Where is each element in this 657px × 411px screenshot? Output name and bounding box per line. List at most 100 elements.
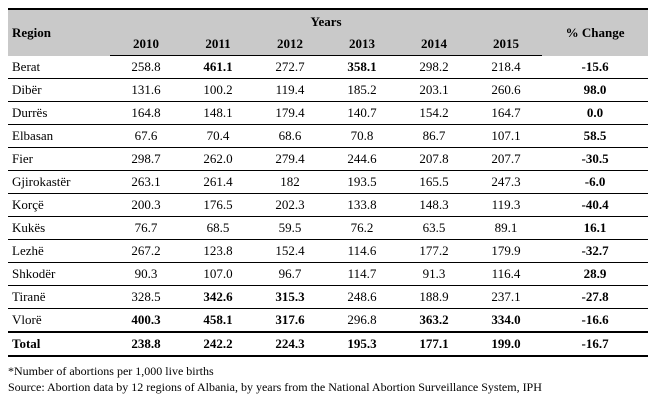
- value-cell: 461.1: [182, 55, 254, 79]
- value-cell: 207.8: [398, 147, 470, 171]
- value-cell: 363.2: [398, 308, 470, 333]
- value-cell: 107.0: [182, 262, 254, 286]
- value-cell: 70.8: [326, 124, 398, 148]
- value-cell: 328.5: [110, 285, 182, 309]
- value-cell: 140.7: [326, 101, 398, 125]
- table-row: Korçë 200.3 176.5 202.3 133.8 148.3 119.3 -40.4: [8, 193, 649, 217]
- value-cell: 114.6: [326, 239, 398, 263]
- change-cell: 0.0: [542, 101, 649, 125]
- value-cell: 261.4: [182, 170, 254, 194]
- value-cell: 89.1: [470, 216, 543, 240]
- value-cell: 148.3: [398, 193, 470, 217]
- value-cell: 247.3: [470, 170, 543, 194]
- table-container: Region Years % Change 2010 2011 2012 2013 20…: [8, 8, 649, 395]
- value-cell: 188.9: [398, 285, 470, 309]
- table-body: Berat 258.8 461.1 272.7 358.1 298.2 218.4 -15.6…: [8, 55, 649, 357]
- value-cell: 185.2: [326, 78, 398, 102]
- value-cell: 164.8: [110, 101, 182, 125]
- table-row: Durrës 164.8 148.1 179.4 140.7 154.2 164.7 0.0: [8, 101, 649, 125]
- year-header: 2015: [470, 33, 543, 56]
- region-cell: Tiranë: [8, 285, 110, 309]
- change-cell: -40.4: [542, 193, 649, 217]
- value-cell: 131.6: [110, 78, 182, 102]
- value-cell: 258.8: [110, 55, 182, 79]
- value-cell: 133.8: [326, 193, 398, 217]
- change-cell: -6.0: [542, 170, 649, 194]
- value-cell: 202.3: [254, 193, 326, 217]
- value-cell: 218.4: [470, 55, 543, 79]
- value-cell: 107.1: [470, 124, 543, 148]
- value-cell: 164.7: [470, 101, 543, 125]
- value-cell: 458.1: [182, 308, 254, 333]
- change-cell: -15.6: [542, 55, 649, 79]
- region-cell: Berat: [8, 55, 110, 79]
- table-row: Shkodër 90.3 107.0 96.7 114.7 91.3 116.4 28.9: [8, 262, 649, 286]
- value-cell: 119.3: [470, 193, 543, 217]
- header-row-top: Region Years % Change: [8, 8, 649, 56]
- table-row: Dibër 131.6 100.2 119.4 185.2 203.1 260.6 98.0: [8, 78, 649, 102]
- region-cell: Kukës: [8, 216, 110, 240]
- value-cell: 90.3: [110, 262, 182, 286]
- value-cell: 96.7: [254, 262, 326, 286]
- region-header: Region: [8, 8, 110, 56]
- value-cell: 193.5: [326, 170, 398, 194]
- table-row: Kukës 76.7 68.5 59.5 76.2 63.5 89.1 16.1: [8, 216, 649, 240]
- value-cell: 244.6: [326, 147, 398, 171]
- value-cell: 272.7: [254, 55, 326, 79]
- region-cell: Korçë: [8, 193, 110, 217]
- total-value-cell: 177.1: [398, 331, 470, 357]
- value-cell: 123.8: [182, 239, 254, 263]
- change-header: % Change: [542, 8, 649, 56]
- value-cell: 86.7: [398, 124, 470, 148]
- table-row: Elbasan 67.6 70.4 68.6 70.8 86.7 107.1 58.5: [8, 124, 649, 148]
- value-cell: 279.4: [254, 147, 326, 171]
- value-cell: 334.0: [470, 308, 543, 333]
- region-cell: Lezhë: [8, 239, 110, 263]
- value-cell: 148.1: [182, 101, 254, 125]
- value-cell: 400.3: [110, 308, 182, 333]
- total-value-cell: 199.0: [470, 331, 543, 357]
- change-cell: 28.9: [542, 262, 649, 286]
- region-cell: Dibër: [8, 78, 110, 102]
- value-cell: 342.6: [182, 285, 254, 309]
- total-label: Total: [8, 331, 110, 357]
- table-row: Berat 258.8 461.1 272.7 358.1 298.2 218.4 -15.6: [8, 55, 649, 79]
- change-cell: 58.5: [542, 124, 649, 148]
- change-cell: 98.0: [542, 78, 649, 102]
- table-row: Fier 298.7 262.0 279.4 244.6 207.8 207.7 -30.5: [8, 147, 649, 171]
- value-cell: 315.3: [254, 285, 326, 309]
- abortion-rate-table: Region Years % Change 2010 2011 2012 2013 20…: [8, 8, 649, 357]
- value-cell: 63.5: [398, 216, 470, 240]
- value-cell: 267.2: [110, 239, 182, 263]
- value-cell: 177.2: [398, 239, 470, 263]
- region-cell: Gjirokastër: [8, 170, 110, 194]
- year-header: 2010: [110, 33, 182, 56]
- value-cell: 91.3: [398, 262, 470, 286]
- total-value-cell: 195.3: [326, 331, 398, 357]
- change-cell: -16.6: [542, 308, 649, 333]
- region-cell: Shkodër: [8, 262, 110, 286]
- value-cell: 70.4: [182, 124, 254, 148]
- header-row-years: 2010 2011 2012 2013 2014 2015: [8, 33, 648, 56]
- value-cell: 100.2: [182, 78, 254, 102]
- total-row: Total 238.8 242.2 224.3 195.3 177.1 199.0 -16.7: [8, 331, 649, 357]
- total-value-cell: 238.8: [110, 331, 182, 357]
- region-cell: Durrës: [8, 101, 110, 125]
- value-cell: 179.4: [254, 101, 326, 125]
- year-header: 2011: [182, 33, 254, 56]
- value-cell: 59.5: [254, 216, 326, 240]
- region-cell: Fier: [8, 147, 110, 171]
- value-cell: 298.7: [110, 147, 182, 171]
- value-cell: 152.4: [254, 239, 326, 263]
- region-cell: Vlorë: [8, 308, 110, 333]
- value-cell: 119.4: [254, 78, 326, 102]
- change-cell: 16.1: [542, 216, 649, 240]
- value-cell: 67.6: [110, 124, 182, 148]
- value-cell: 203.1: [398, 78, 470, 102]
- table-row: Gjirokastër 263.1 261.4 182 193.5 165.5 247.3-…: [8, 170, 649, 194]
- value-cell: 296.8: [326, 308, 398, 333]
- value-cell: 68.6: [254, 124, 326, 148]
- value-cell: 154.2: [398, 101, 470, 125]
- value-cell: 358.1: [326, 55, 398, 79]
- value-cell: 114.7: [326, 262, 398, 286]
